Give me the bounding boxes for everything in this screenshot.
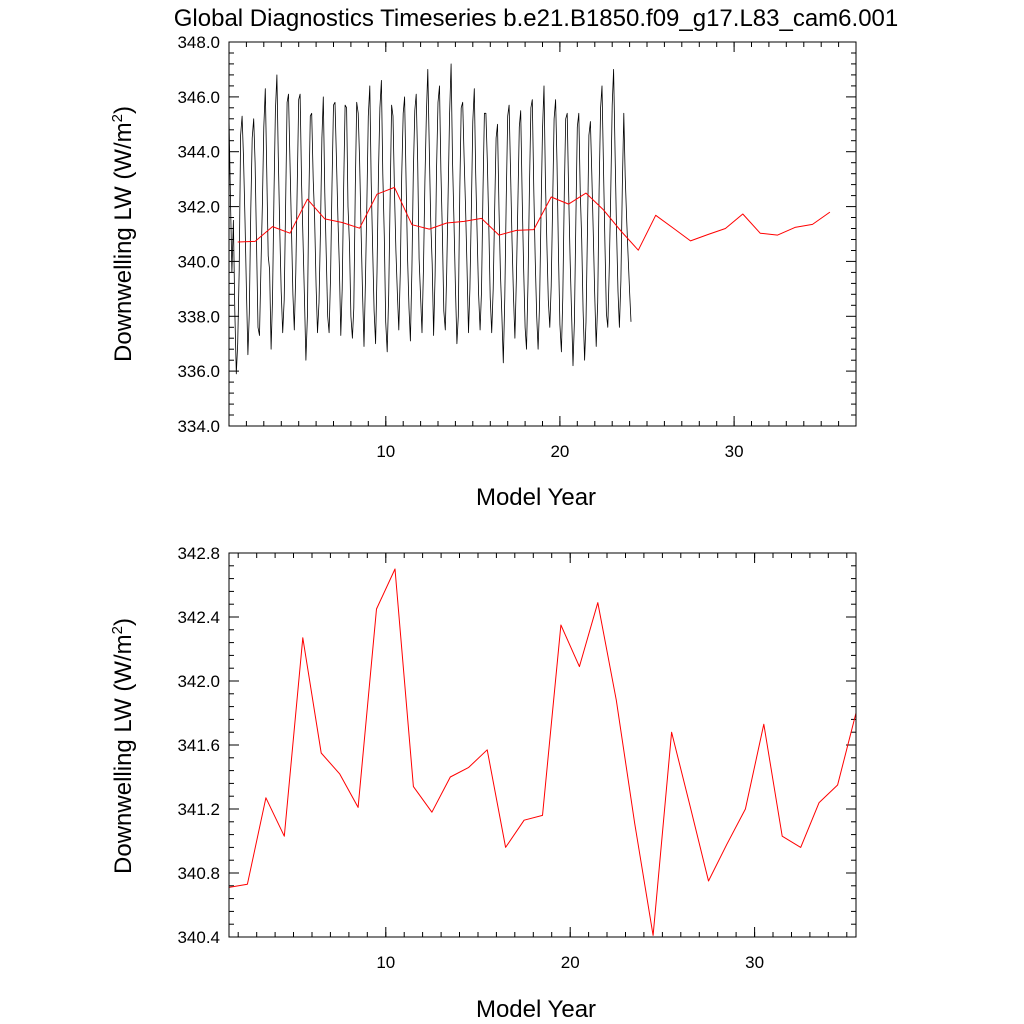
bottom-y-tick-label: 342.8 (177, 544, 220, 563)
top-y-tick-label: 342.0 (177, 198, 220, 217)
bottom-x-axis-label: Model Year (476, 996, 596, 1023)
bottom-series (228, 568, 857, 936)
bottom-x-tick-label: 30 (745, 953, 764, 972)
top-annual-series-line (237, 186, 831, 251)
top-y-axis-label-close: ) (110, 106, 137, 114)
top-series (228, 63, 831, 375)
bottom-y-tick-label: 341.2 (177, 800, 220, 819)
top-ticks: 10 20 30 334.0 336.0 338.0 340.0 342.0 344.0 346.… (177, 33, 857, 461)
top-x-axis-label: Model Year (476, 484, 596, 511)
top-y-axis-label-sup: 2 (109, 114, 126, 122)
top-y-tick-label: 338.0 (177, 307, 220, 326)
top-y-tick-label: 336.0 (177, 362, 220, 381)
bottom-ticks: 10 20 30 340.4 340.8 341.2 341.6 342.0 342.4 342.… (177, 544, 856, 972)
bottom-x-tick-label: 20 (561, 953, 580, 972)
top-y-tick-label: 344.0 (177, 143, 220, 162)
top-y-axis-label: Downwelling LW (W/m2) (109, 106, 137, 362)
top-monthly-series-line (228, 63, 632, 375)
bottom-y-axis-label-close: ) (110, 618, 137, 626)
top-y-axis-label-main: Downwelling LW (W/m (110, 122, 137, 362)
top-plot-frame (228, 41, 857, 427)
bottom-y-tick-label: 342.0 (177, 672, 220, 691)
bottom-y-axis-label-sup: 2 (109, 626, 126, 634)
bottom-y-tick-label: 340.8 (177, 864, 220, 883)
bottom-x-tick-label: 10 (376, 953, 395, 972)
top-y-tick-label: 334.0 (177, 417, 220, 436)
figure-title: Global Diagnostics Timeseries b.e21.B185… (174, 5, 898, 32)
top-x-tick-label: 20 (550, 442, 569, 461)
bottom-y-tick-label: 342.4 (177, 608, 220, 627)
bottom-y-axis-label: Downwelling LW (W/m2) (109, 618, 137, 874)
top-y-tick-label: 348.0 (177, 33, 220, 52)
top-y-tick-label: 340.0 (177, 252, 220, 271)
bottom-y-axis-label-main: Downwelling LW (W/m (110, 634, 137, 874)
top-x-tick-label: 10 (376, 442, 395, 461)
top-y-tick-label: 346.0 (177, 88, 220, 107)
bottom-panel: 10 20 30 340.4 340.8 341.2 341.6 342.0 342.4 342.… (109, 544, 857, 1023)
bottom-y-tick-label: 341.6 (177, 736, 220, 755)
bottom-y-tick-label: 340.4 (177, 928, 220, 947)
top-panel: 10 20 30 334.0 336.0 338.0 340.0 342.0 344.0 346.… (109, 33, 857, 511)
bottom-annual-series-line (228, 568, 857, 936)
top-x-tick-label: 30 (725, 442, 744, 461)
bottom-plot-frame (228, 552, 857, 938)
